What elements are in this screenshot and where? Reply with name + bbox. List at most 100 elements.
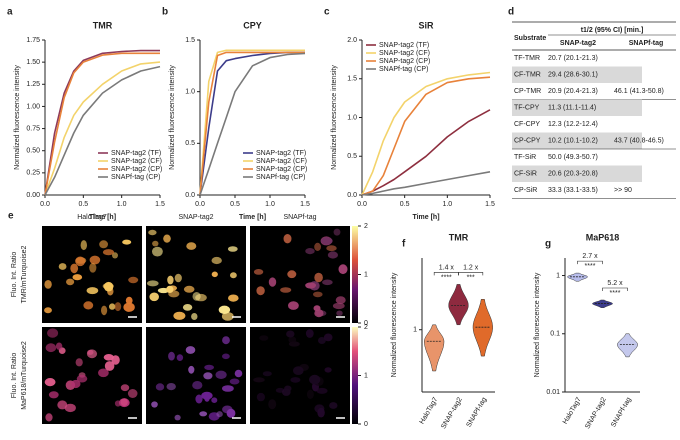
- nucleus: [114, 302, 122, 312]
- data-line: [361, 109, 491, 196]
- nucleus: [259, 335, 269, 341]
- nucleus: [218, 305, 231, 314]
- nucleus: [332, 302, 345, 310]
- x-tick-label: 0.0: [195, 201, 205, 208]
- nucleus: [44, 307, 52, 314]
- chart-title: TMR: [93, 20, 113, 30]
- nucleus: [89, 263, 97, 273]
- panel-letter: b: [162, 7, 168, 18]
- nucleus: [75, 256, 86, 267]
- nucleus: [221, 312, 234, 321]
- nucleus: [185, 346, 196, 354]
- significance: ****: [585, 263, 596, 270]
- y-tick-label: 1.50: [26, 59, 40, 66]
- y-tick-label: 1.5: [347, 76, 357, 83]
- data-line: [361, 71, 491, 196]
- data-line: [199, 49, 305, 196]
- nucleus: [333, 228, 341, 236]
- chart-title: TMR: [449, 232, 469, 242]
- nucleus: [114, 400, 122, 407]
- nucleus: [80, 240, 88, 251]
- nucleus: [166, 285, 174, 293]
- nucleus: [287, 270, 297, 279]
- nucleus: [98, 368, 109, 378]
- violin: [424, 324, 445, 372]
- table-cell: 10.2 (10.1-10.2): [548, 138, 598, 145]
- x-tick-label: 0.5: [230, 201, 240, 208]
- nucleus: [76, 374, 88, 383]
- colorbar-tick-label: 2: [364, 324, 368, 331]
- nucleus: [48, 391, 59, 399]
- nucleus: [192, 292, 201, 301]
- nucleus: [284, 385, 292, 392]
- x-tick-label: SNAP-tag2: [440, 396, 464, 430]
- table-cell: CP-TMR: [514, 88, 541, 95]
- significance: ***: [467, 274, 475, 281]
- legend-label: SNAP-tag2 (CF): [111, 158, 162, 165]
- nucleus: [222, 353, 230, 360]
- y-tick-label: 0.1: [550, 331, 560, 338]
- y-tick-label: 0.01: [546, 389, 560, 396]
- nucleus: [314, 242, 321, 251]
- row-shade: [512, 165, 642, 182]
- violin: [448, 284, 469, 326]
- y-tick-label: 0.75: [26, 125, 40, 132]
- nucleus: [309, 374, 321, 385]
- legend-label: SNAP-tag2 (TF): [256, 150, 306, 157]
- table-cell: 11.3 (11.1-11.4): [548, 105, 596, 112]
- table-cell: TF-CPY: [514, 105, 540, 112]
- chart-title: SiR: [418, 20, 434, 30]
- nucleus: [211, 397, 218, 404]
- nucleus: [286, 330, 295, 338]
- table-cell: TF-SiR: [514, 154, 536, 161]
- y-tick-label: 1.5: [185, 37, 195, 44]
- table-cell: 43.7 (40.8-46.5): [614, 138, 664, 145]
- y-axis-label: Normalized fluorescence intensity: [331, 65, 338, 170]
- micrograph: [146, 226, 246, 323]
- data-line: [44, 49, 160, 196]
- y-tick-label: 0.0: [185, 192, 195, 199]
- nucleus: [268, 399, 277, 410]
- panel-letter: g: [545, 239, 551, 250]
- ratio-label: 1.4 x: [439, 264, 455, 271]
- nucleus: [102, 249, 115, 256]
- micrograph: [250, 226, 350, 323]
- table-cell: 20.9 (20.4-21.3): [548, 88, 598, 95]
- y-tick-label: 1: [556, 272, 560, 279]
- nucleus: [256, 392, 265, 402]
- colorbar-tick-label: 0: [364, 320, 368, 327]
- table-cell: 50.0 (49.3-50.7): [548, 154, 598, 161]
- nucleus: [215, 370, 227, 379]
- ratio-label: 2.7 x: [582, 253, 598, 260]
- nucleus: [149, 292, 159, 302]
- y-tick-label: 0.5: [185, 140, 195, 147]
- nucleus: [204, 392, 210, 402]
- nucleus: [152, 240, 159, 247]
- nucleus: [128, 276, 139, 284]
- column-header: HaloTag7: [77, 214, 107, 221]
- nucleus: [58, 263, 67, 270]
- y-tick-label: 1.00: [26, 103, 40, 110]
- y-tick-label: 2.0: [347, 37, 357, 44]
- legend-label: SNAP-tag2 (CP): [111, 166, 162, 173]
- nucleus: [314, 272, 323, 283]
- y-tick-label: 0.00: [26, 192, 40, 199]
- y-tick-label: 0.25: [26, 170, 40, 177]
- nucleus: [173, 311, 186, 320]
- table-cell: CF-TMR: [514, 72, 541, 79]
- nucleus: [327, 251, 338, 259]
- nucleus: [318, 337, 326, 344]
- row-shade: [512, 132, 642, 149]
- violin: [472, 299, 493, 357]
- table-cell: 29.4 (28.6-30.1): [548, 72, 598, 79]
- table-cell: 20.6 (20.3-20.8): [548, 171, 598, 178]
- nucleus: [70, 263, 79, 274]
- panel-letter: c: [324, 7, 330, 18]
- legend-label: SNAP-tag2 (TF): [379, 42, 429, 49]
- table-header: Substrate: [514, 35, 546, 42]
- panel-letter: d: [508, 7, 514, 18]
- nucleus: [329, 402, 338, 409]
- nucleus: [55, 342, 63, 350]
- nucleus: [45, 343, 57, 353]
- nucleus: [183, 285, 195, 293]
